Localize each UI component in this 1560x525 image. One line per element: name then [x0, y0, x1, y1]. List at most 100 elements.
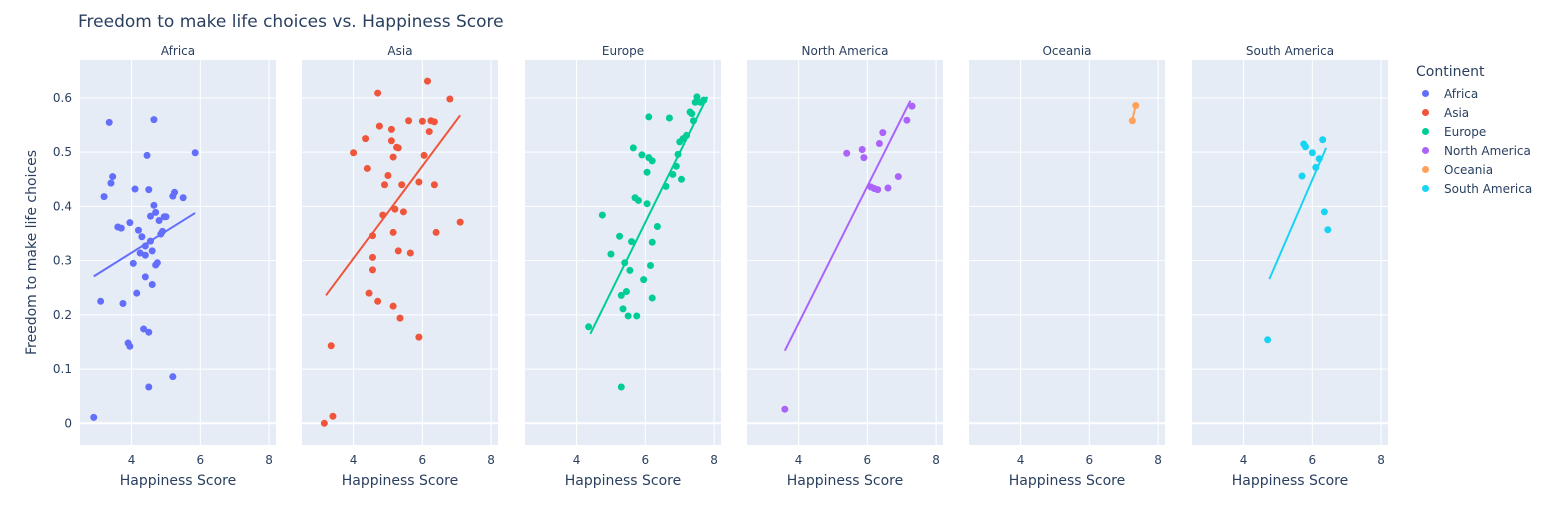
- legend-label: Asia: [1444, 105, 1470, 120]
- data-point-europe: [648, 294, 656, 302]
- data-point-north-america: [858, 145, 866, 153]
- data-point-africa: [150, 116, 158, 124]
- data-point-north-america: [843, 149, 851, 157]
- data-point-europe: [619, 305, 627, 313]
- legend-label: Oceania: [1444, 162, 1494, 177]
- legend-item-north-america[interactable]: North America: [1416, 141, 1532, 160]
- facet-title-south-america: South America: [1246, 44, 1334, 58]
- data-point-asia: [350, 149, 358, 157]
- y-tick-label: 0.4: [53, 199, 72, 213]
- legend-item-asia[interactable]: Asia: [1416, 103, 1532, 122]
- data-point-europe: [626, 266, 634, 274]
- data-point-asia: [365, 289, 373, 297]
- data-point-north-america: [860, 154, 868, 162]
- x-axis-title: Happiness Score: [120, 473, 237, 489]
- legend-title: Continent: [1416, 64, 1485, 80]
- data-point-africa: [119, 299, 127, 307]
- trendline-asia: [325, 114, 461, 296]
- data-point-asia: [320, 419, 328, 427]
- data-point-africa: [97, 297, 105, 305]
- data-point-africa: [145, 328, 153, 336]
- facet-panel-south-america: [1192, 60, 1388, 445]
- data-point-north-america: [908, 102, 916, 110]
- y-tick-label: 0: [64, 416, 72, 430]
- data-point-africa: [152, 208, 160, 216]
- data-point-north-america: [781, 405, 789, 413]
- data-point-africa: [126, 219, 134, 227]
- y-axis-title: Freedom to make life choices: [24, 150, 40, 355]
- x-tick-label: 6: [1086, 453, 1094, 467]
- data-point-africa: [153, 259, 161, 267]
- legend-marker: [1422, 185, 1429, 192]
- data-point-north-america: [874, 186, 882, 194]
- data-point-europe: [648, 157, 656, 165]
- data-point-asia: [430, 181, 438, 189]
- x-tick-label: 6: [1309, 453, 1317, 467]
- data-point-africa: [143, 151, 151, 159]
- data-point-europe: [683, 131, 691, 139]
- data-point-africa: [141, 273, 149, 281]
- data-point-europe: [665, 114, 673, 122]
- data-point-africa: [146, 237, 154, 245]
- data-point-africa: [100, 193, 108, 201]
- x-tick-label: 6: [419, 453, 427, 467]
- data-point-africa: [179, 194, 187, 202]
- x-tick-label: 8: [710, 453, 718, 467]
- data-point-europe: [616, 232, 624, 240]
- x-tick-label: 8: [487, 453, 495, 467]
- data-point-north-america: [884, 184, 892, 192]
- data-point-north-america: [875, 140, 883, 148]
- data-point-europe: [633, 312, 641, 320]
- data-point-europe: [643, 168, 651, 176]
- data-point-asia: [432, 228, 440, 236]
- legend-item-oceania[interactable]: Oceania: [1416, 160, 1532, 179]
- data-point-south-america: [1308, 149, 1316, 157]
- y-tick-label: 0.3: [53, 254, 72, 268]
- data-point-europe: [645, 113, 653, 121]
- legend-item-europe[interactable]: Europe: [1416, 122, 1532, 141]
- data-point-north-america: [879, 129, 887, 137]
- data-point-south-america: [1301, 143, 1309, 151]
- data-point-europe: [677, 175, 685, 183]
- data-point-africa: [129, 259, 137, 267]
- data-point-africa: [148, 280, 156, 288]
- data-point-asia: [425, 128, 433, 136]
- x-tick-label: 8: [932, 453, 940, 467]
- data-point-africa: [107, 179, 115, 187]
- data-point-asia: [363, 164, 371, 172]
- data-point-europe: [653, 222, 661, 230]
- trendline-north-america: [783, 100, 912, 352]
- data-point-asia: [446, 95, 454, 103]
- data-point-asia: [399, 208, 407, 216]
- data-point-europe: [628, 238, 636, 246]
- data-point-europe: [607, 250, 615, 258]
- data-point-asia: [375, 122, 383, 130]
- legend-marker: [1422, 128, 1429, 135]
- legend-marker: [1422, 109, 1429, 116]
- data-point-africa: [159, 227, 167, 235]
- legend-item-africa[interactable]: Africa: [1416, 84, 1532, 103]
- data-point-asia: [368, 253, 376, 261]
- data-point-europe: [674, 150, 682, 158]
- data-point-africa: [134, 226, 142, 234]
- data-point-europe: [689, 117, 697, 125]
- x-tick-label: 4: [1017, 453, 1025, 467]
- data-point-asia: [362, 135, 370, 143]
- data-point-asia: [456, 218, 464, 226]
- data-point-europe: [624, 312, 632, 320]
- data-point-asia: [406, 249, 414, 257]
- data-point-europe: [672, 162, 680, 170]
- x-tick-label: 4: [128, 453, 136, 467]
- legend-marker: [1422, 166, 1429, 173]
- legend-item-south-america[interactable]: South America: [1416, 179, 1532, 198]
- data-point-europe: [688, 110, 696, 118]
- data-point-asia: [396, 314, 404, 322]
- legend-label: Africa: [1444, 86, 1479, 101]
- data-point-europe: [629, 144, 637, 152]
- data-point-oceania: [1132, 102, 1140, 110]
- data-point-europe: [662, 182, 670, 190]
- data-point-asia: [394, 144, 402, 152]
- facet-title-africa: Africa: [161, 44, 195, 58]
- facet-title-europe: Europe: [602, 44, 644, 58]
